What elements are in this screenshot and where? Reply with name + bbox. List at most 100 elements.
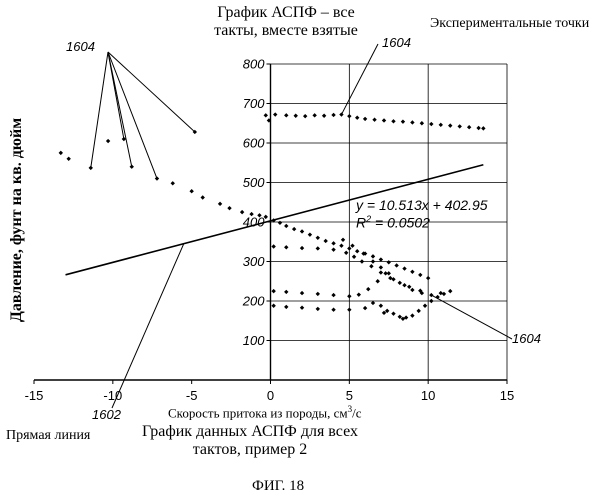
data-point	[371, 254, 375, 258]
data-point	[284, 224, 288, 228]
data-point	[271, 244, 275, 248]
data-point	[171, 181, 175, 185]
data-point	[372, 117, 376, 121]
data-point	[300, 291, 304, 295]
data-point	[350, 244, 354, 248]
data-point	[294, 114, 298, 118]
equation-line: y = 10.513x + 402.95	[356, 197, 488, 214]
data-point	[410, 270, 414, 274]
chart-title: График АСПФ – все такты, вместе взятые	[196, 4, 376, 41]
data-point	[371, 301, 375, 305]
leader-1604-left	[91, 52, 108, 168]
data-point	[410, 313, 414, 317]
data-point	[376, 279, 380, 283]
x-axis-label: Скорость притока из породы, см3/с	[168, 404, 362, 421]
figure-label: ФИГ. 18	[252, 478, 304, 495]
data-point	[323, 239, 327, 243]
leader-1604-top	[341, 44, 378, 115]
data-point	[347, 294, 351, 298]
data-point	[410, 288, 414, 292]
straight-line-label: Прямая линия	[6, 428, 90, 444]
ref-1604-top: 1604	[382, 35, 411, 50]
data-point	[331, 293, 335, 297]
x-tick-label: -5	[186, 388, 198, 403]
ref-1604-left: 1604	[66, 39, 95, 54]
data-point	[316, 246, 320, 250]
y-tick-label: 600	[243, 136, 265, 151]
y-tick-label: 300	[243, 254, 265, 269]
data-point	[420, 121, 424, 125]
data-point	[439, 291, 443, 295]
data-point	[402, 283, 406, 287]
ref-1604-right: 1604	[512, 331, 541, 346]
data-point	[476, 126, 480, 130]
experimental-points-label: Экспериментальные точки	[430, 16, 590, 31]
data-point	[467, 125, 471, 129]
data-point	[273, 112, 277, 116]
data-point	[347, 246, 351, 250]
data-point	[401, 119, 405, 123]
leader-1604-left	[108, 52, 132, 167]
data-point	[394, 263, 398, 267]
data-point	[316, 236, 320, 240]
y-tick-label: 500	[243, 175, 265, 190]
data-point	[284, 290, 288, 294]
data-point	[106, 139, 110, 143]
data-point	[300, 306, 304, 310]
data-point	[383, 271, 387, 275]
data-point	[379, 270, 383, 274]
data-point	[379, 265, 383, 269]
data-point	[284, 245, 288, 249]
data-point	[387, 260, 391, 264]
data-point	[271, 289, 275, 293]
data-point	[278, 221, 282, 225]
r-squared-prefix: R	[356, 214, 366, 230]
data-point	[442, 292, 446, 296]
data-point	[339, 244, 343, 248]
data-point	[66, 157, 70, 161]
data-point	[347, 114, 351, 118]
data-point	[316, 307, 320, 311]
r-squared: R2 = 0.0502	[356, 214, 488, 231]
data-point	[355, 116, 359, 120]
data-point	[322, 114, 326, 118]
x-axis-label-text: Скорость притока из породы, см	[168, 405, 348, 420]
data-point	[382, 118, 386, 122]
data-point	[429, 299, 433, 303]
data-point	[423, 304, 427, 308]
data-point	[426, 276, 430, 280]
data-point	[352, 255, 356, 259]
data-point	[271, 304, 275, 308]
data-point	[363, 117, 367, 121]
data-point	[331, 113, 335, 117]
leader-1604-left	[108, 52, 157, 179]
r-squared-value: = 0.0502	[371, 214, 430, 230]
data-point	[355, 249, 359, 253]
data-point	[429, 122, 433, 126]
x-tick-label: -15	[25, 388, 44, 403]
x-tick-label: 5	[346, 388, 353, 403]
data-point	[417, 309, 421, 313]
x-axis-label-unit: /с	[352, 405, 361, 420]
data-point	[303, 114, 307, 118]
data-point	[379, 257, 383, 261]
data-point	[448, 123, 452, 127]
leader-1604-right	[431, 295, 512, 339]
data-point	[360, 259, 364, 263]
data-point	[402, 266, 406, 270]
data-point	[357, 292, 361, 296]
y-tick-label: 700	[243, 96, 265, 111]
data-point	[284, 305, 288, 309]
data-point	[331, 241, 335, 245]
data-point	[341, 238, 345, 242]
data-point	[292, 227, 296, 231]
data-point	[284, 113, 288, 117]
data-point	[410, 120, 414, 124]
data-point	[448, 289, 452, 293]
data-point	[344, 251, 348, 255]
data-point	[458, 124, 462, 128]
data-point	[371, 259, 375, 263]
data-point	[481, 126, 485, 130]
leader-1602	[112, 244, 184, 408]
